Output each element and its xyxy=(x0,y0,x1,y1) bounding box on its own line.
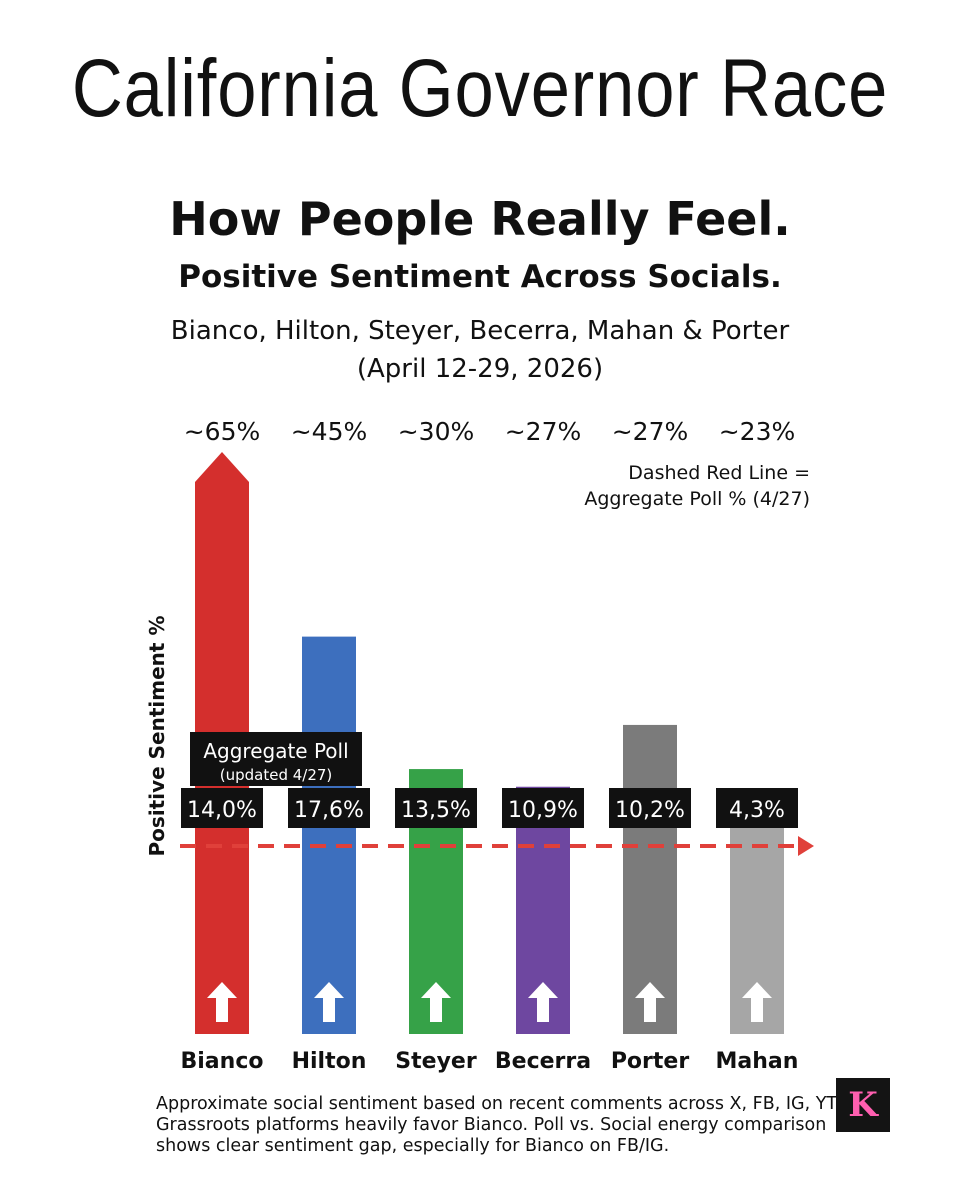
poll-line-arrowhead xyxy=(798,836,814,856)
up-arrow-icon xyxy=(207,982,237,1022)
legend-line-2: Aggregate Poll % (4/27) xyxy=(584,488,810,510)
category-label-becerra: Becerra xyxy=(495,1049,591,1074)
sentiment-label-steyer: ~30% xyxy=(398,417,475,446)
sentiment-label-becerra: ~27% xyxy=(505,417,582,446)
sentiment-label-hilton: ~45% xyxy=(291,417,368,446)
date-range: (April 12-29, 2026) xyxy=(356,354,604,384)
y-axis-label: Positive Sentiment % xyxy=(145,616,169,857)
poll-label-mahan: 4,3% xyxy=(729,798,785,823)
legend-line-1: Dashed Red Line = xyxy=(628,462,810,484)
poll-label-bianco: 14,0% xyxy=(187,798,257,823)
footnote: Approximate social sentiment based on re… xyxy=(156,1094,841,1156)
annotation-subtitle: (updated 4/27) xyxy=(220,766,333,784)
up-arrow-icon xyxy=(528,982,558,1022)
category-label-bianco: Bianco xyxy=(181,1049,264,1074)
poll-label-hilton: 17,6% xyxy=(294,798,364,823)
category-label-steyer: Steyer xyxy=(395,1049,477,1074)
up-arrow-icon xyxy=(742,982,772,1022)
legend-note: Dashed Red Line = Aggregate Poll % (4/27… xyxy=(584,460,810,512)
annotation-title: Aggregate Poll xyxy=(203,739,348,763)
poll-label-box xyxy=(181,788,263,828)
up-arrow-icon xyxy=(314,982,344,1022)
poll-label-box xyxy=(395,788,477,828)
bar-hilton xyxy=(302,636,356,1034)
poll-label-becerra: 10,9% xyxy=(508,798,578,823)
poll-label-box xyxy=(288,788,370,828)
chart-subheadline: Positive Sentiment Across Socials. xyxy=(178,259,782,295)
chart-headline: How People Really Feel. xyxy=(169,192,791,246)
poll-label-box xyxy=(609,788,691,828)
poll-label-box xyxy=(502,788,584,828)
poll-label-porter: 10,2% xyxy=(615,798,685,823)
brand-logo: K xyxy=(836,1078,890,1132)
up-arrow-icon xyxy=(421,982,451,1022)
page-title: California Governor Race xyxy=(71,43,889,134)
sentiment-label-porter: ~27% xyxy=(612,417,689,446)
category-label-hilton: Hilton xyxy=(292,1049,367,1074)
poll-label-steyer: 13,5% xyxy=(401,798,471,823)
poll-label-box xyxy=(716,788,798,828)
candidates-line: Bianco, Hilton, Steyer, Becerra, Mahan &… xyxy=(170,316,790,346)
up-arrow-icon xyxy=(635,982,665,1022)
category-label-porter: Porter xyxy=(611,1049,690,1074)
sentiment-label-bianco: ~65% xyxy=(184,417,261,446)
annotation-box xyxy=(190,732,362,786)
sentiment-label-mahan: ~23% xyxy=(719,417,796,446)
category-label-mahan: Mahan xyxy=(716,1049,799,1074)
